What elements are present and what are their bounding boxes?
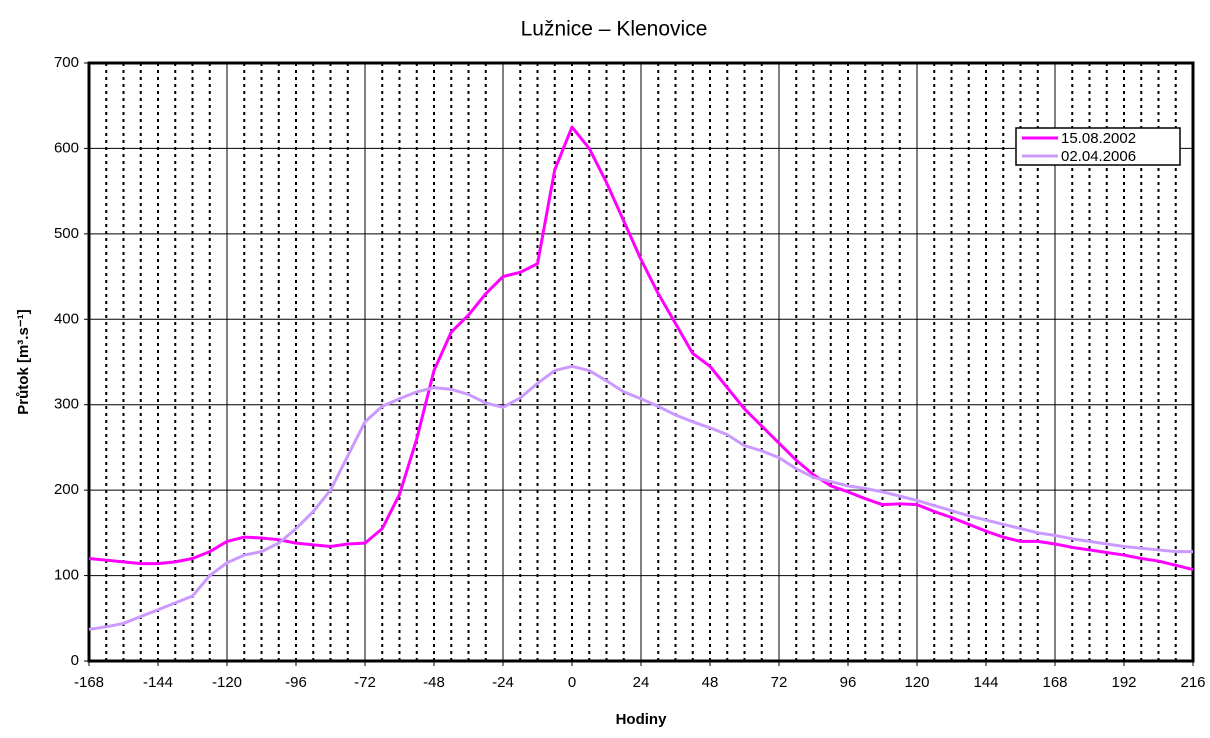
y-tick-label: 400 [54, 310, 79, 327]
y-tick-label: 600 [54, 139, 79, 156]
x-tick-label: 0 [568, 674, 576, 691]
x-tick-label: 192 [1111, 674, 1136, 691]
y-tick-label: 300 [54, 396, 79, 413]
x-tick-label: 120 [904, 674, 929, 691]
x-tick-label: -24 [492, 674, 514, 691]
legend-label: 15.08.2002 [1061, 130, 1136, 147]
y-tick-label: 100 [54, 567, 79, 584]
x-tick-label: 48 [702, 674, 719, 691]
y-axis-label: Průtok [m³.s⁻¹] [15, 309, 32, 414]
y-tick-label: 700 [54, 54, 79, 71]
y-tick-label: 200 [54, 481, 79, 498]
legend-label: 02.04.2006 [1061, 148, 1136, 165]
chart-title: Lužnice – Klenovice [521, 18, 708, 41]
y-tick-label: 500 [54, 225, 79, 242]
x-tick-label: -168 [74, 674, 104, 691]
plot-border [87, 61, 1195, 663]
x-tick-label: -72 [354, 674, 376, 691]
x-tick-label: -120 [212, 674, 242, 691]
legend-box [1015, 127, 1181, 166]
x-tick-label: -96 [285, 674, 307, 691]
x-tick-label: -48 [423, 674, 445, 691]
x-tick-label: 144 [973, 674, 998, 691]
x-tick-label: 168 [1042, 674, 1067, 691]
x-axis-label: Hodiny [616, 711, 667, 728]
x-tick-label: -144 [143, 674, 173, 691]
series-line [88, 364, 1193, 631]
x-tick-label: 72 [771, 674, 788, 691]
series-line [88, 125, 1194, 572]
x-tick-label: 96 [840, 674, 857, 691]
x-tick-label: 216 [1180, 674, 1205, 691]
x-tick-label: 24 [633, 674, 650, 691]
y-tick-label: 0 [71, 652, 79, 669]
